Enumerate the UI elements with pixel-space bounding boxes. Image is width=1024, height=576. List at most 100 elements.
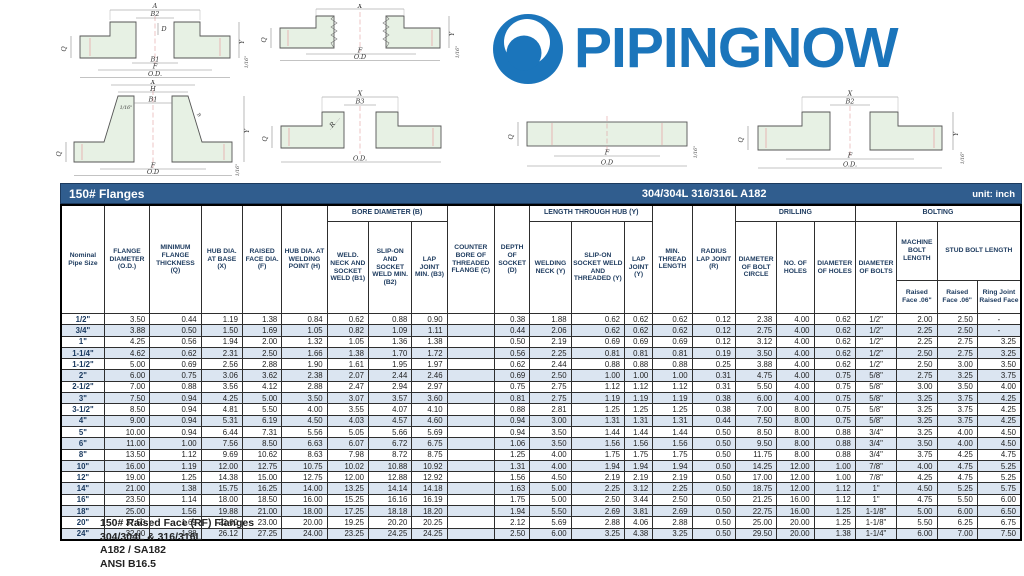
table-cell: 2.50 bbox=[896, 346, 938, 360]
table-cell: 1.25 bbox=[813, 505, 856, 518]
svg-text:1/16": 1/16" bbox=[120, 105, 132, 111]
table-cell bbox=[446, 312, 495, 326]
table-cell: 0.62 bbox=[813, 335, 856, 348]
table-cell: 12.00 bbox=[200, 459, 243, 473]
table-cell: 1.56 bbox=[652, 437, 693, 450]
table-cell: 4.62 bbox=[103, 346, 151, 360]
table-cell: 8.50 bbox=[241, 437, 283, 450]
table-cell: 0.81 bbox=[570, 346, 626, 360]
table-cell: 0.62 bbox=[813, 346, 856, 360]
table-cell: 1.25 bbox=[652, 403, 693, 416]
table-cell: 4.00 bbox=[776, 324, 815, 337]
table-cell: 3.25 bbox=[896, 425, 938, 439]
table-cell: 4.75 bbox=[936, 471, 978, 484]
table-cell: 1.25 bbox=[570, 403, 626, 416]
table-cell: 7.98 bbox=[326, 448, 369, 461]
table-cell: 23.00 bbox=[241, 516, 283, 529]
table-cell: 1.75 bbox=[570, 448, 626, 461]
table-cell: 2.38 bbox=[281, 369, 328, 382]
table-cell: 10.00 bbox=[103, 425, 151, 439]
col-header-slip-on-y: SLIP-ON SOCKET WELD AND THREADED (Y) bbox=[570, 221, 626, 314]
table-cell: 2" bbox=[60, 369, 105, 382]
table-cell: 6.07 bbox=[326, 437, 369, 450]
col-header-h: HUB DIA. AT WELDING POINT (H) bbox=[281, 204, 328, 314]
table-cell: 2.31 bbox=[200, 346, 243, 360]
col-header-stud-raised-face: Raised Face .06" bbox=[936, 280, 978, 314]
table-cell: 1/2" bbox=[854, 358, 898, 371]
table-cell: 2.25 bbox=[896, 324, 938, 337]
table-cell: 0.81 bbox=[493, 392, 531, 405]
socket-weld-flange-drawing: A B2 D Q Y B1 F O.D. 1/16" bbox=[58, 2, 253, 80]
table-cell: 1/2" bbox=[854, 324, 898, 337]
col-header-c: COUNTER BORE OF THREADED FLANGE (C) bbox=[446, 204, 495, 314]
svg-text:B2: B2 bbox=[845, 98, 855, 106]
table-cell: 1.94 bbox=[200, 335, 243, 348]
table-cell: 3.56 bbox=[200, 380, 243, 394]
table-cell: 3.25 bbox=[896, 414, 938, 427]
table-cell: 0.12 bbox=[691, 335, 736, 348]
table-row: 3" 7.50 0.94 4.25 5.00 3.50 3.07 3.57 3.60 0.81 2.… bbox=[60, 392, 1022, 405]
table-cell: 1" bbox=[60, 335, 105, 348]
col-header-nps: Nominal Pipe Size bbox=[60, 204, 105, 314]
table-cell: 2.07 bbox=[326, 369, 369, 382]
table-cell: 5.00 bbox=[896, 505, 938, 518]
table-cell: 0.75 bbox=[149, 369, 202, 382]
footer-line-2: 304/304L & 316/316L bbox=[100, 530, 202, 543]
table-cell: 1.19 bbox=[652, 392, 693, 405]
table-cell: 24.25 bbox=[367, 527, 413, 541]
svg-text:X: X bbox=[150, 80, 156, 86]
table-row: 2" 6.00 0.75 3.06 3.62 2.38 2.07 2.44 2.46 0.69 2.… bbox=[60, 369, 1022, 382]
table-cell: 0.69 bbox=[624, 335, 654, 348]
table-cell: 8.00 bbox=[776, 403, 815, 416]
table-cell: 5/8" bbox=[854, 392, 898, 405]
table-cell: 12.92 bbox=[411, 471, 448, 484]
table-cell: 2.97 bbox=[411, 380, 448, 394]
table-cell: 1.00 bbox=[813, 471, 856, 484]
svg-text:F: F bbox=[357, 47, 363, 55]
table-cell: 3.75 bbox=[896, 448, 938, 461]
table-cell: 7.00 bbox=[734, 403, 778, 416]
flange-spec-section: 150# Flanges 304/304L 316/316L A182 unit… bbox=[60, 183, 1022, 541]
pipingnow-logo: PIPINGNOW bbox=[488, 8, 1022, 88]
table-cell: 4.00 bbox=[776, 312, 815, 326]
col-header-welding-neck: WELDING NECK (Y) bbox=[529, 221, 572, 314]
table-cell: 4.50 bbox=[976, 437, 1022, 450]
table-cell: 3.06 bbox=[200, 369, 243, 382]
table-cell: 1.56 bbox=[570, 437, 626, 450]
svg-text:Q: Q bbox=[60, 46, 68, 52]
table-cell: 0.44 bbox=[149, 312, 202, 326]
table-cell: 2.06 bbox=[529, 324, 572, 337]
table-cell: 2.81 bbox=[529, 403, 572, 416]
col-header-d: DEPTH OF SOCKET (D) bbox=[493, 204, 531, 314]
table-cell: 8.50 bbox=[103, 403, 151, 416]
table-cell: 4.00 bbox=[896, 459, 938, 473]
table-cell: 1.12 bbox=[813, 493, 856, 507]
table-cell: 1.31 bbox=[570, 414, 626, 427]
svg-text:B2: B2 bbox=[150, 10, 160, 18]
table-cell: 0.12 bbox=[691, 324, 736, 337]
table-cell bbox=[446, 527, 495, 541]
table-cell: 5.00 bbox=[103, 358, 151, 371]
table-cell: 5.69 bbox=[411, 425, 448, 439]
table-material-spec: 304/304L 316/316L A182 bbox=[641, 188, 767, 200]
svg-text:H: H bbox=[149, 85, 156, 93]
table-cell: 16.25 bbox=[241, 482, 283, 495]
table-cell: 10.62 bbox=[241, 448, 283, 461]
table-cell: 16.00 bbox=[103, 459, 151, 473]
table-cell: 3.75 bbox=[936, 392, 978, 405]
svg-text:Q: Q bbox=[507, 134, 515, 140]
table-cell: 5.75 bbox=[976, 482, 1022, 495]
col-header-lap-joint-y: LAP JOINT (Y) bbox=[624, 221, 654, 314]
svg-text:D: D bbox=[160, 25, 167, 33]
svg-text:F: F bbox=[152, 63, 158, 71]
table-cell: 1.44 bbox=[624, 425, 654, 439]
table-cell: 18.50 bbox=[241, 493, 283, 507]
table-cell: 0.62 bbox=[813, 312, 856, 326]
table-cell: 0.50 bbox=[691, 482, 736, 495]
table-cell: 3.50 bbox=[896, 437, 938, 450]
table-cell: 8.72 bbox=[367, 448, 413, 461]
table-cell: 3.50 bbox=[281, 392, 328, 405]
col-header-b1: WELD. NECK AND SOCKET WELD (B1) bbox=[326, 221, 369, 314]
table-cell: 5.00 bbox=[241, 392, 283, 405]
table-cell bbox=[446, 459, 495, 473]
